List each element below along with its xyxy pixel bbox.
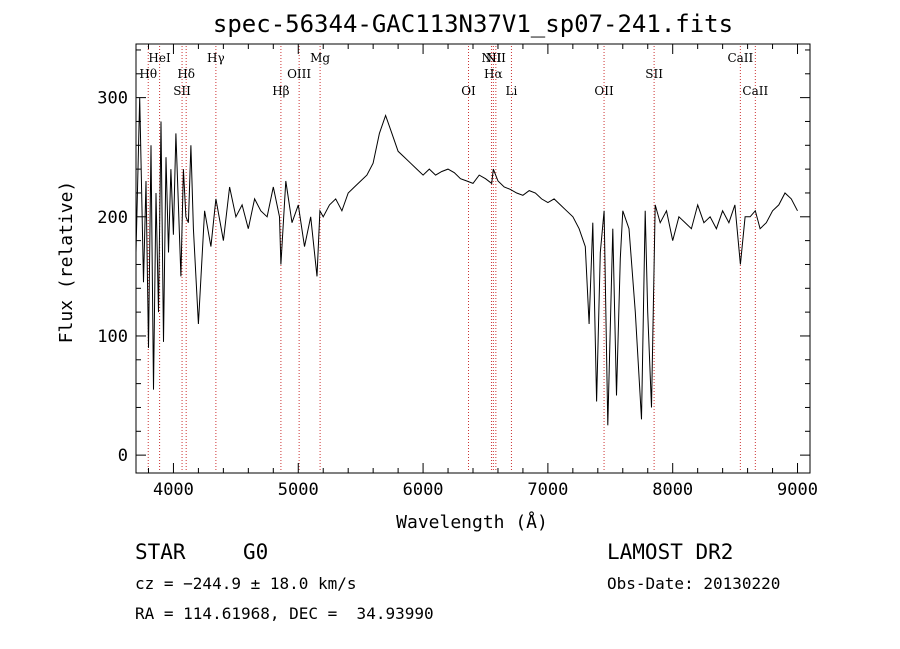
line-marker-label: CaII: [742, 84, 768, 98]
line-marker-label: Hα: [484, 67, 503, 81]
redshift-velocity: cz = −244.9 ± 18.0 km/s: [135, 574, 357, 593]
line-marker-label: Mg: [310, 51, 330, 65]
plot-frame: [135, 43, 811, 474]
line-marker-label: Hθ: [139, 67, 157, 81]
y-axis-label: Flux (relative): [56, 181, 77, 344]
line-marker-label: Li: [506, 84, 518, 98]
line-marker-label: SII: [645, 67, 663, 81]
x-tick-label: 5000: [278, 480, 319, 500]
x-tick-label: 4000: [153, 480, 194, 500]
observation-date: Obs-Date: 20130220: [607, 574, 781, 593]
line-marker-label: OI: [461, 84, 476, 98]
line-marker-label: NII: [481, 51, 501, 65]
line-marker-label: OIII: [287, 67, 311, 81]
y-tick-label: 100: [97, 327, 128, 347]
line-marker-label: OII: [594, 84, 614, 98]
x-axis-label: Wavelength (Å): [396, 511, 548, 533]
line-marker-label: NII: [486, 51, 506, 65]
coordinates: RA = 114.61968, DEC = 34.93990: [135, 604, 434, 623]
x-tick-label: 6000: [403, 480, 444, 500]
line-marker-label: SII: [173, 84, 191, 98]
object-class: STAR: [135, 540, 186, 564]
line-marker-label: HeI: [148, 51, 171, 65]
line-marker-label: Hδ: [177, 67, 195, 81]
x-tick-label: 8000: [652, 480, 693, 500]
line-marker-label: Hγ: [207, 51, 225, 65]
chart-title: spec-56344-GAC113N37V1_sp07-241.fits: [213, 10, 733, 38]
y-tick-label: 300: [97, 89, 128, 109]
x-tick-label: 9000: [777, 480, 818, 500]
y-tick-label: 200: [97, 208, 128, 228]
emission-line-markers: Hθ HeI SII Hδ Hγ Hβ OIII Mg OI NII Hα NII Li OII SII Ca…: [139, 46, 768, 471]
spectrum-line: [135, 97, 798, 426]
spectral-subclass: G0: [243, 540, 269, 564]
survey-name: LAMOST DR2: [607, 540, 734, 564]
y-tick-label: 0: [118, 446, 128, 466]
line-marker-label: Hβ: [272, 84, 289, 98]
line-marker-label: CaII: [727, 51, 753, 65]
axis-ticks: 4000 5000 6000 7000 8000 9000 0 100 200 300: [97, 44, 818, 500]
x-tick-label: 7000: [527, 480, 568, 500]
